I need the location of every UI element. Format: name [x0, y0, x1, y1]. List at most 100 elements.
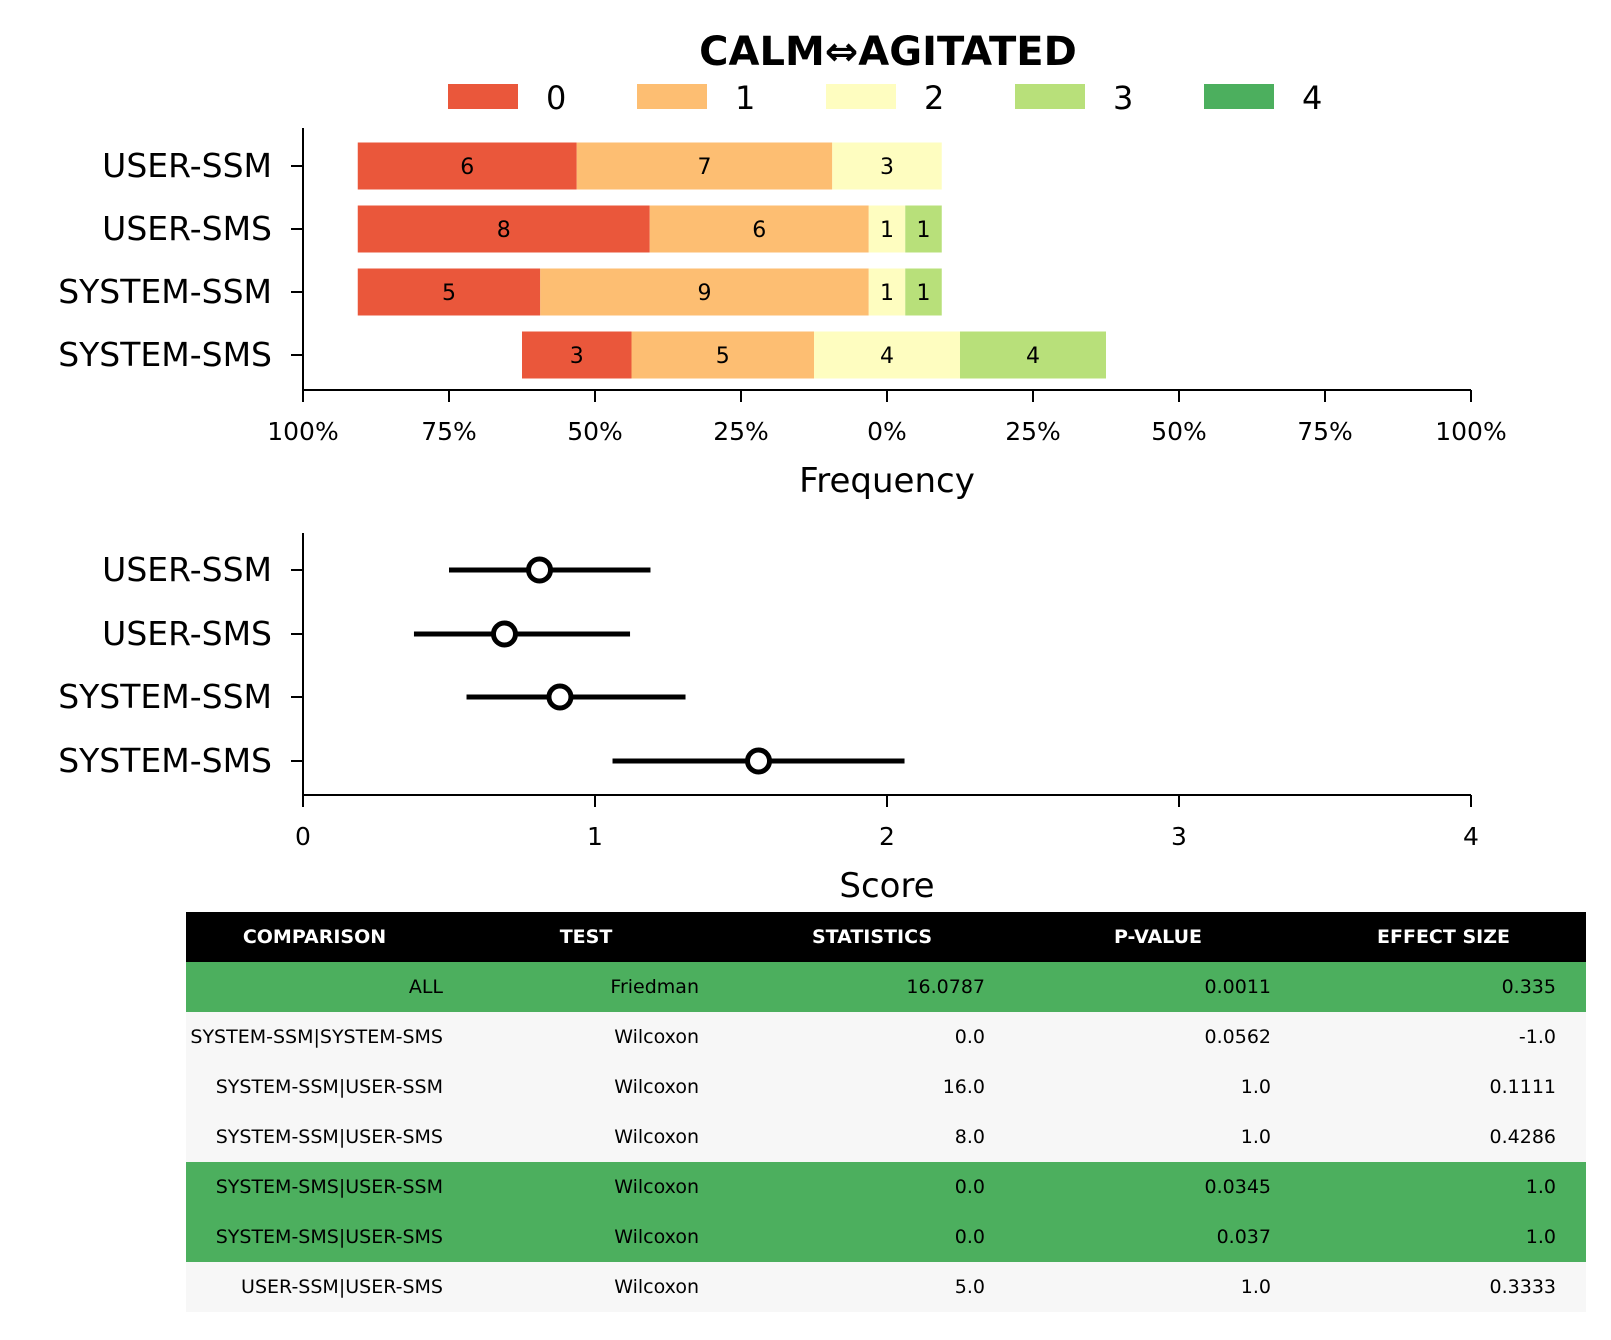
x-tick-label: 100%: [267, 417, 338, 446]
x-tick-label: 50%: [567, 417, 623, 446]
table-header-cell: COMPARISON: [186, 912, 443, 962]
table-row: USER-SSM|USER-SMS Wilcoxon 5.0 1.0 0.3333: [186, 1262, 1586, 1312]
x-tick-label: 4: [1463, 822, 1479, 851]
bar-value-label: 4: [1026, 344, 1040, 369]
table-cell: -1.0: [1301, 1012, 1586, 1062]
bar-value-label: 3: [880, 155, 894, 180]
table-cell: 0.0: [729, 1212, 1015, 1262]
x-tick-label: 25%: [1005, 417, 1061, 446]
table-cell: 0.0345: [1015, 1162, 1301, 1212]
bar-segment: [631, 331, 814, 379]
bar-segment: [522, 331, 632, 379]
y-tick-label: SYSTEM-SMS: [58, 741, 272, 780]
table-cell: SYSTEM-SSM|USER-SMS: [186, 1112, 443, 1162]
x-tick-label: 100%: [1435, 417, 1506, 446]
bar-value-label: 5: [442, 281, 456, 306]
x-tick-label: 75%: [421, 417, 477, 446]
table-cell: 5.0: [729, 1262, 1015, 1312]
table-row: SYSTEM-SSM|SYSTEM-SMS Wilcoxon 0.0 0.0562 -1…: [186, 1012, 1586, 1062]
table-body: ALL Friedman 16.0787 0.0011 0.335 SYSTEM-SSM|…: [186, 962, 1586, 1312]
y-tick-label: USER-SMS: [102, 209, 272, 248]
bar-value-label: 6: [752, 218, 766, 243]
table-header-cell: EFFECT SIZE: [1301, 912, 1586, 962]
legend-swatch-1: [637, 84, 707, 109]
y-tick-label: SYSTEM-SMS: [58, 335, 272, 374]
bar-value-label: 1: [917, 281, 931, 306]
bar-value-label: 9: [698, 281, 712, 306]
table-row: SYSTEM-SMS|USER-SMS Wilcoxon 0.0 0.037 1.0: [186, 1212, 1586, 1262]
mean-point: [745, 747, 773, 775]
table-cell: ALL: [186, 962, 443, 1012]
bar-segment: [649, 205, 869, 253]
bar-segment: [357, 142, 577, 190]
bar-segment: [868, 268, 906, 316]
bar-value-label: 6: [460, 155, 474, 180]
table-cell: Wilcoxon: [443, 1262, 729, 1312]
x-tick-label: 0%: [867, 417, 907, 446]
legend-label-2: 2: [924, 79, 944, 117]
legend-swatch-2: [826, 84, 896, 109]
x-tick-label: 2: [879, 822, 895, 851]
y-tick-label: USER-SMS: [102, 614, 272, 653]
score-interval-chart: USER-SSM USER-SMS SYSTEM-SSM SYSTEM-SMS 0 1 2 3…: [58, 533, 1479, 906]
table-cell: 1.0: [1015, 1112, 1301, 1162]
y-tick-label: SYSTEM-SSM: [58, 272, 272, 311]
mean-point: [526, 556, 554, 584]
bar-segment: [832, 142, 942, 190]
bar-value-label: 7: [698, 155, 712, 180]
x-tick-label: 0: [295, 822, 311, 851]
table-cell: 0.0562: [1015, 1012, 1301, 1062]
bar-segment: [868, 205, 906, 253]
table-cell: Friedman: [443, 962, 729, 1012]
table-cell: SYSTEM-SMS|USER-SSM: [186, 1162, 443, 1212]
bar-value-label: 4: [880, 344, 894, 369]
table-cell: 0.335: [1301, 962, 1586, 1012]
legend-swatch-0: [448, 84, 518, 109]
table-cell: 16.0: [729, 1062, 1015, 1112]
chart-title: CALM⇔AGITATED: [699, 29, 1077, 75]
legend-label-0: 0: [546, 79, 566, 117]
legend-label-1: 1: [735, 79, 755, 117]
table-cell: 1.0: [1301, 1212, 1586, 1262]
mean-point: [490, 620, 518, 648]
bar-segment: [540, 268, 869, 316]
table-cell: USER-SSM|USER-SMS: [186, 1262, 443, 1312]
table-row: SYSTEM-SMS|USER-SSM Wilcoxon 0.0 0.0345 1.0: [186, 1162, 1586, 1212]
table-cell: 0.037: [1015, 1212, 1301, 1262]
table-header-row: COMPARISON TEST STATISTICS P-VALUE EFFECT SI…: [186, 912, 1586, 962]
table-cell: 0.1111: [1301, 1062, 1586, 1112]
bar-value-label: 8: [497, 218, 511, 243]
legend-label-3: 3: [1113, 79, 1133, 117]
table-cell: 0.3333: [1301, 1262, 1586, 1312]
table-header-cell: P-VALUE: [1015, 912, 1301, 962]
table-cell: 8.0: [729, 1112, 1015, 1162]
bar-segment: [357, 205, 650, 253]
table-cell: 1.0: [1015, 1062, 1301, 1112]
table-cell: Wilcoxon: [443, 1062, 729, 1112]
legend-swatch-4: [1204, 84, 1274, 109]
table-header-cell: TEST: [443, 912, 729, 962]
bar-segment: [357, 268, 541, 316]
table-cell: 0.4286: [1301, 1112, 1586, 1162]
mean-point: [546, 683, 574, 711]
table-header-cell: STATISTICS: [729, 912, 1015, 962]
statistics-table: COMPARISON TEST STATISTICS P-VALUE EFFECT SI…: [186, 912, 1586, 1312]
x-axis-label: Score: [839, 866, 934, 906]
bar-value-label: 1: [917, 218, 931, 243]
bar-segment: [905, 205, 942, 253]
bar-value-label: 1: [880, 281, 894, 306]
y-tick-label: SYSTEM-SSM: [58, 677, 272, 716]
table-cell: Wilcoxon: [443, 1112, 729, 1162]
bar-segment: [905, 268, 942, 316]
x-tick-label: 75%: [1297, 417, 1353, 446]
table-cell: Wilcoxon: [443, 1212, 729, 1262]
table-row: SYSTEM-SSM|USER-SMS Wilcoxon 8.0 1.0 0.4286: [186, 1112, 1586, 1162]
bar-segment: [814, 331, 960, 379]
x-tick-label: 1: [587, 822, 603, 851]
bar-value-label: 3: [570, 344, 584, 369]
table-cell: SYSTEM-SSM|USER-SSM: [186, 1062, 443, 1112]
x-tick-label: 3: [1171, 822, 1187, 851]
legend-label-4: 4: [1302, 79, 1322, 117]
